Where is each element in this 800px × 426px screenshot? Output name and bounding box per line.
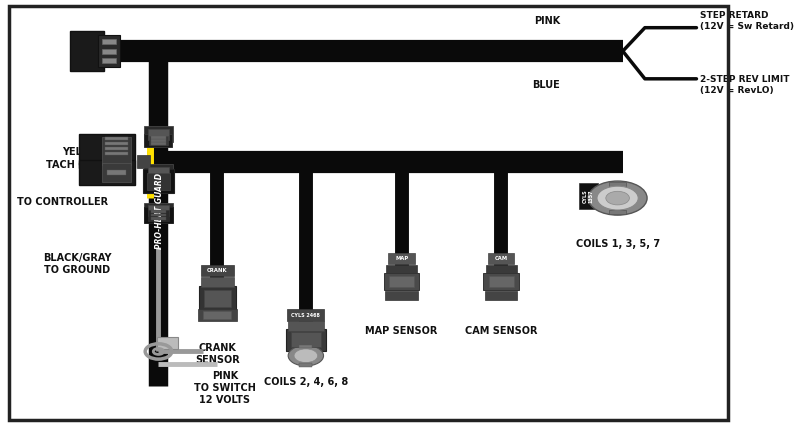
FancyBboxPatch shape	[102, 137, 131, 165]
FancyBboxPatch shape	[204, 290, 230, 307]
FancyBboxPatch shape	[483, 273, 519, 290]
FancyBboxPatch shape	[106, 142, 127, 145]
FancyBboxPatch shape	[148, 210, 169, 221]
FancyBboxPatch shape	[389, 276, 414, 287]
FancyBboxPatch shape	[148, 129, 169, 140]
FancyBboxPatch shape	[107, 170, 126, 175]
FancyBboxPatch shape	[199, 287, 236, 310]
FancyBboxPatch shape	[102, 49, 117, 54]
FancyBboxPatch shape	[287, 309, 324, 321]
FancyBboxPatch shape	[148, 205, 169, 216]
FancyBboxPatch shape	[102, 39, 117, 44]
Text: BLUE: BLUE	[532, 80, 560, 90]
FancyBboxPatch shape	[388, 253, 415, 264]
FancyBboxPatch shape	[610, 210, 626, 214]
Text: MAP: MAP	[395, 256, 408, 261]
FancyBboxPatch shape	[151, 217, 166, 220]
FancyBboxPatch shape	[198, 309, 237, 321]
FancyBboxPatch shape	[488, 253, 514, 264]
FancyBboxPatch shape	[384, 273, 419, 290]
Text: PINK: PINK	[534, 16, 560, 26]
FancyBboxPatch shape	[151, 139, 166, 142]
FancyBboxPatch shape	[610, 182, 626, 187]
FancyBboxPatch shape	[148, 167, 169, 178]
Text: CAM SENSOR: CAM SENSOR	[465, 326, 538, 336]
FancyBboxPatch shape	[147, 173, 170, 190]
FancyBboxPatch shape	[137, 155, 150, 168]
Circle shape	[288, 345, 323, 366]
FancyBboxPatch shape	[151, 142, 166, 145]
Text: CAM: CAM	[494, 256, 508, 261]
FancyBboxPatch shape	[299, 363, 313, 367]
FancyBboxPatch shape	[149, 136, 168, 145]
FancyBboxPatch shape	[386, 291, 418, 300]
Text: CRANK: CRANK	[207, 268, 228, 273]
FancyBboxPatch shape	[201, 265, 234, 276]
Circle shape	[588, 181, 647, 215]
FancyBboxPatch shape	[286, 329, 326, 351]
FancyBboxPatch shape	[106, 137, 127, 140]
Circle shape	[294, 349, 318, 363]
FancyBboxPatch shape	[106, 152, 127, 155]
FancyBboxPatch shape	[157, 337, 178, 349]
Text: BLACK/GRAY
TO GROUND: BLACK/GRAY TO GROUND	[43, 253, 112, 275]
FancyBboxPatch shape	[201, 277, 234, 287]
FancyBboxPatch shape	[143, 169, 174, 193]
FancyBboxPatch shape	[151, 214, 166, 216]
FancyBboxPatch shape	[485, 291, 518, 300]
FancyBboxPatch shape	[145, 134, 173, 147]
Text: COILS 1, 3, 5, 7: COILS 1, 3, 5, 7	[575, 239, 660, 248]
FancyBboxPatch shape	[144, 126, 173, 142]
Text: CRANK
SENSOR: CRANK SENSOR	[195, 343, 240, 366]
FancyBboxPatch shape	[70, 31, 103, 71]
FancyBboxPatch shape	[203, 311, 231, 319]
FancyBboxPatch shape	[151, 210, 166, 213]
FancyBboxPatch shape	[291, 332, 321, 348]
FancyBboxPatch shape	[98, 35, 120, 67]
Text: CYLS 2468: CYLS 2468	[291, 313, 320, 318]
Text: TO CONTROLLER: TO CONTROLLER	[17, 197, 108, 207]
FancyBboxPatch shape	[144, 207, 173, 223]
FancyBboxPatch shape	[386, 265, 417, 274]
Text: STEP RETARD
(12V = Sw Retard): STEP RETARD (12V = Sw Retard)	[700, 11, 794, 32]
Text: 2-STEP REV LIMIT
(12V = RevLO): 2-STEP REV LIMIT (12V = RevLO)	[700, 75, 790, 95]
FancyBboxPatch shape	[102, 163, 131, 182]
FancyBboxPatch shape	[144, 203, 173, 219]
Text: PINK
TO SWITCH
12 VOLTS: PINK TO SWITCH 12 VOLTS	[194, 371, 256, 406]
FancyBboxPatch shape	[578, 183, 598, 209]
FancyBboxPatch shape	[486, 265, 517, 274]
Text: COILS 2, 4, 6, 8: COILS 2, 4, 6, 8	[264, 377, 348, 387]
FancyBboxPatch shape	[151, 136, 166, 139]
FancyBboxPatch shape	[106, 147, 127, 150]
FancyBboxPatch shape	[144, 164, 173, 181]
Text: YELLOW
TACH OUTPUT: YELLOW TACH OUTPUT	[46, 147, 123, 170]
Text: CYLS
1357: CYLS 1357	[582, 189, 594, 203]
FancyBboxPatch shape	[288, 321, 323, 331]
FancyBboxPatch shape	[102, 58, 117, 63]
FancyBboxPatch shape	[489, 276, 514, 287]
FancyBboxPatch shape	[79, 134, 134, 168]
Text: PRO-HEAT GUARD: PRO-HEAT GUARD	[155, 173, 165, 249]
FancyBboxPatch shape	[299, 345, 313, 348]
FancyBboxPatch shape	[79, 160, 134, 185]
Circle shape	[606, 191, 630, 205]
Text: MAP SENSOR: MAP SENSOR	[366, 326, 438, 336]
Circle shape	[597, 186, 638, 210]
